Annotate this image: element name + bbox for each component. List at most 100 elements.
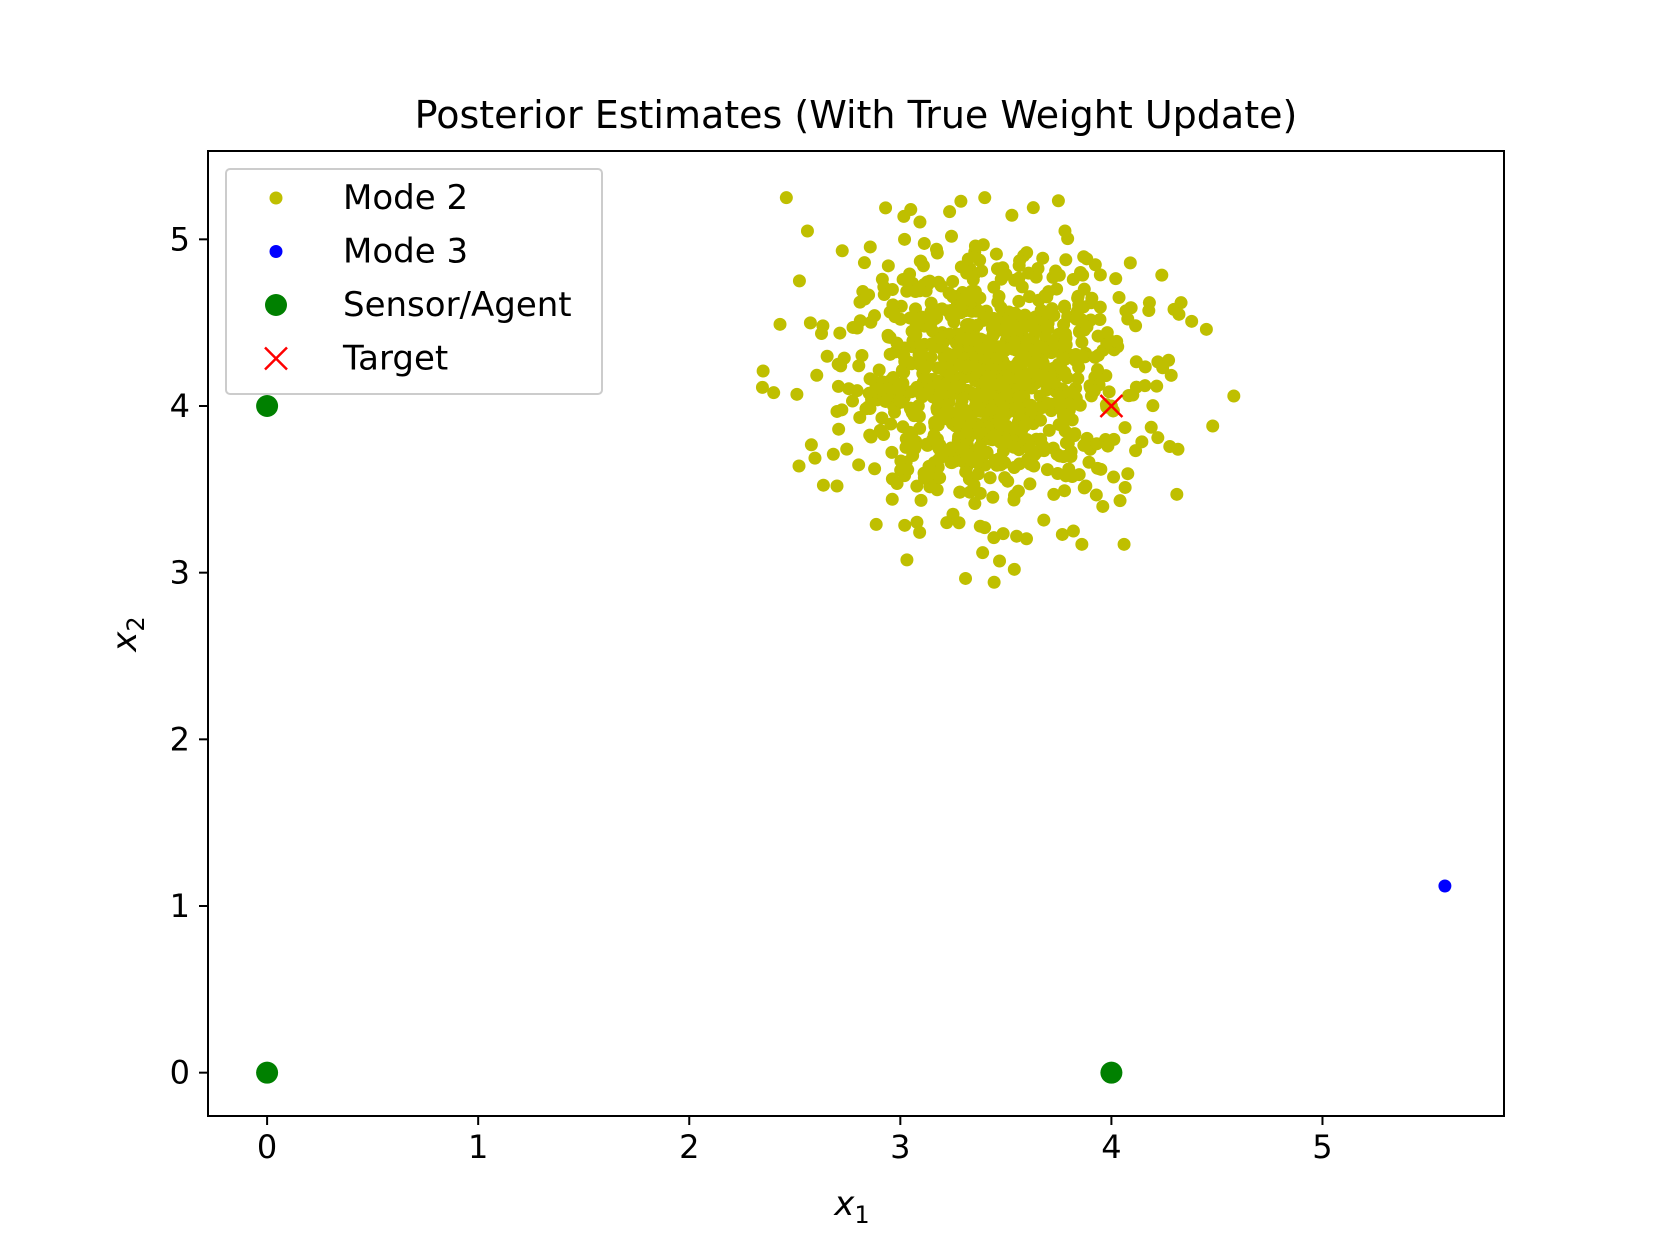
mode-2-particle (1171, 442, 1185, 456)
mode-2-particle (903, 311, 917, 325)
mode-2-particle (954, 194, 968, 208)
mode-2-particle (1023, 477, 1037, 491)
mode-2-particle (1110, 334, 1124, 348)
mode-2-particle (804, 438, 818, 452)
mode-2-particle (917, 236, 931, 250)
mode-2-particle (898, 518, 912, 532)
mode-2-particle (925, 308, 939, 322)
mode-2-particle (974, 404, 988, 418)
mode-2-particle (988, 378, 1002, 392)
mode-2-particle (815, 327, 829, 341)
mode-2-particle (855, 349, 869, 363)
mode-2-particle (875, 383, 889, 397)
mode-2-particle (1085, 291, 1099, 305)
y-tick-label-2: 2 (170, 720, 190, 758)
mode-2-particle (952, 516, 966, 530)
mode-2-particle (901, 463, 915, 477)
mode-2-point-6 (773, 317, 787, 331)
mode-2-particle (909, 328, 923, 342)
mode-2-particle (907, 409, 921, 423)
mode-2-particle (1041, 322, 1055, 336)
mode-2-particle (1156, 361, 1170, 375)
mode-2-particle (1068, 427, 1082, 441)
y-axis-label-sub: 2 (122, 616, 150, 631)
mode-2-particle (832, 422, 846, 436)
mode-2-point-19 (830, 479, 844, 493)
mode-2-particle (970, 362, 984, 376)
legend-label-target: Target (342, 339, 448, 379)
mode-2-particle (792, 274, 806, 288)
mode-2-particle (1001, 371, 1015, 385)
legend: Mode 2 Mode 3 Sensor/Agent Target (225, 168, 603, 395)
mode-2-particle (1069, 348, 1083, 362)
mode-2-particle (1072, 468, 1086, 482)
legend-marker-mode-3 (269, 245, 283, 258)
mode-2-particle (853, 410, 867, 424)
mode-2-particle (944, 229, 958, 243)
mode-2-particle (1036, 439, 1050, 453)
mode-2-particle (987, 575, 1001, 589)
mode-2-particle (1122, 389, 1136, 403)
legend-box (225, 168, 603, 395)
legend-label-sensor-agent: Sensor/Agent (343, 285, 572, 325)
mode-2-particle (930, 242, 944, 256)
mode-2-particle (944, 455, 958, 469)
mode-2-particle (960, 318, 974, 332)
mode-2-particle (1053, 449, 1067, 463)
mode-2-particle (915, 310, 929, 324)
mode-2-particle (1109, 272, 1123, 286)
x-tick-label-0: 0 (257, 1128, 277, 1166)
sensor-agent-point-1 (256, 1061, 279, 1084)
mode-2-particle (1096, 499, 1110, 513)
mode-2-particle (998, 471, 1012, 485)
mode-2-particle (886, 298, 900, 312)
mode-2-particle (943, 405, 957, 419)
mode-2-particle (1007, 440, 1021, 454)
x-axis-label-sub: 1 (854, 1201, 869, 1229)
mode-2-particle (1088, 258, 1102, 272)
mode-2-point-27 (1058, 224, 1072, 238)
mode-2-particle (1055, 527, 1069, 541)
mode-2-particle (810, 368, 824, 382)
mode-2-particle (1034, 303, 1048, 317)
mode-2-particle (903, 425, 917, 439)
mode-2-particle (914, 345, 928, 359)
mode-2-particle (996, 403, 1010, 417)
mode-2-particle (960, 359, 974, 373)
legend-marker-sensor-agent (265, 294, 287, 316)
mode-2-particle (1007, 460, 1021, 474)
mode-2-particle (1053, 389, 1067, 403)
mode-2-particle (1047, 487, 1061, 501)
mode-2-particle (1012, 294, 1026, 308)
mode-2-particle (1123, 256, 1137, 270)
mode-2-particle (996, 261, 1010, 275)
mode-2-particle (1024, 402, 1038, 416)
mode-2-particle (852, 359, 866, 373)
y-axis-label-var: x (105, 631, 145, 653)
mode-2-particle (1005, 208, 1019, 222)
mode-2-particle (970, 318, 984, 332)
mode-2-particle (1087, 384, 1101, 398)
mode-2-particle (1144, 420, 1158, 434)
mode-2-particle (898, 355, 912, 369)
mode-2-particle (896, 376, 910, 390)
mode-2-particle (755, 380, 769, 394)
mode-2-particle (875, 411, 889, 425)
mode-2-particle (932, 453, 946, 467)
mode-2-point-0 (779, 191, 793, 205)
mode-2-particle (1080, 320, 1094, 334)
mode-2-particle (846, 394, 860, 408)
mode-2-point-17 (976, 546, 990, 560)
mode-2-particle (869, 517, 883, 531)
mode-2-particle (816, 478, 830, 492)
mode-2-particle (1124, 301, 1138, 315)
mode-2-particle (852, 458, 866, 472)
mode-2-particle (1118, 480, 1132, 494)
mode-2-particle (1059, 469, 1073, 483)
mode-2-particle (885, 492, 899, 506)
mode-2-particle (910, 479, 924, 493)
mode-2-particle (1029, 270, 1043, 284)
mode-2-particle (1045, 334, 1059, 348)
mode-2-particle (927, 428, 941, 442)
mode-2-point-2 (978, 191, 992, 205)
